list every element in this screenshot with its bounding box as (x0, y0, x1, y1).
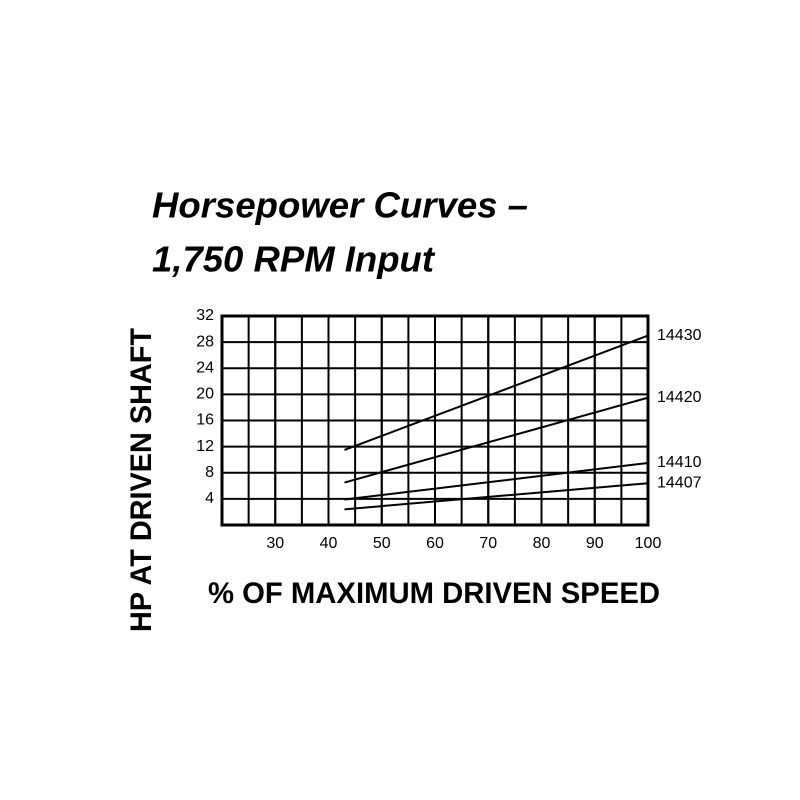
series-line (344, 334, 649, 451)
x-tick-label: 100 (635, 535, 662, 552)
y-tick-label: 24 (196, 359, 214, 376)
series-label: 14430 (657, 327, 702, 344)
y-tick-label: 28 (196, 333, 214, 350)
x-tick-label: 80 (533, 535, 551, 552)
series-line (344, 461, 649, 501)
x-tick-label: 70 (479, 535, 497, 552)
y-tick-label: 32 (196, 307, 214, 324)
series-label: 14410 (657, 454, 702, 471)
y-tick-label: 8 (205, 464, 214, 481)
x-tick-label: 60 (426, 535, 444, 552)
y-tick-label: 16 (196, 412, 214, 429)
x-tick-label: 90 (586, 535, 604, 552)
series-label: 14407 (657, 474, 702, 491)
x-tick-label: 50 (373, 535, 391, 552)
y-tick-label: 12 (196, 438, 214, 455)
series-line (344, 396, 649, 484)
y-tick-label: 20 (196, 386, 214, 403)
series-line (344, 482, 649, 511)
chart-title: Horsepower Curves – (152, 185, 528, 226)
plot-frame (220, 314, 650, 527)
x-tick-label: 30 (266, 535, 284, 552)
y-tick-label: 4 (205, 490, 214, 507)
series-label: 14420 (657, 389, 702, 406)
x-axis-label: % OF MAXIMUM DRIVEN SPEED (208, 577, 660, 610)
x-tick-label: 40 (320, 535, 338, 552)
y-axis-label: HP AT DRIVEN SHAFT (125, 328, 158, 632)
chart-subtitle: 1,750 RPM Input (152, 239, 436, 280)
